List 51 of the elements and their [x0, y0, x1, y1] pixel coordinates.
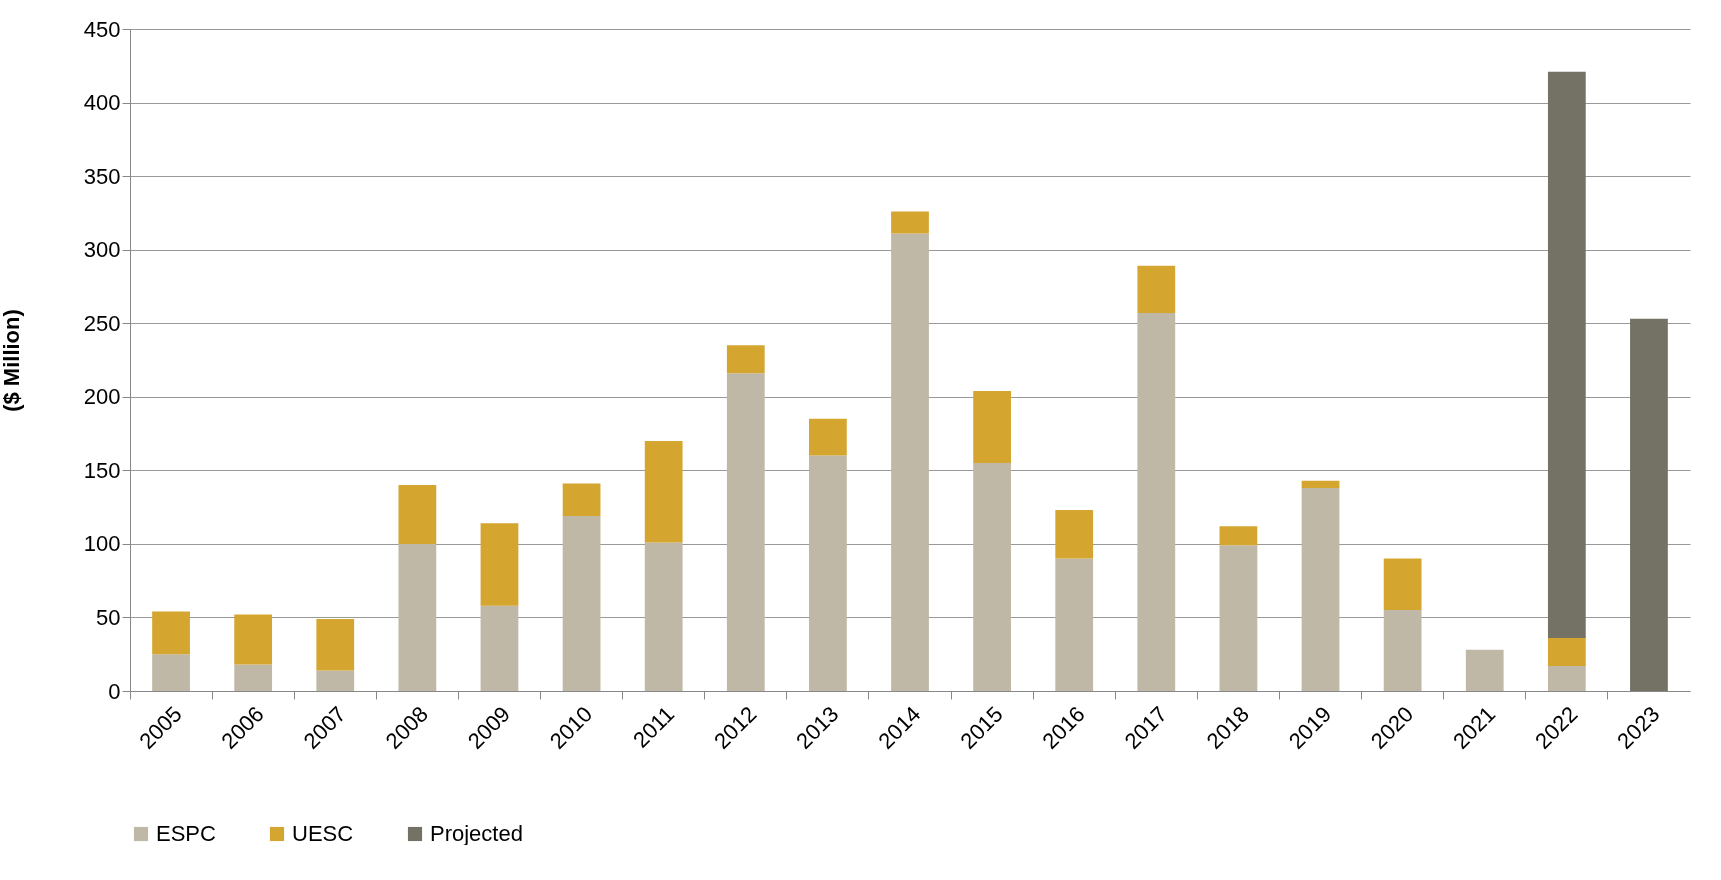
bar — [562, 483, 601, 516]
bar — [1547, 638, 1586, 666]
bar — [1465, 649, 1504, 691]
bar — [1137, 265, 1176, 313]
bar — [973, 390, 1011, 463]
bar — [809, 455, 847, 691]
legend-label: ESPC — [156, 821, 217, 846]
bar — [398, 485, 437, 544]
y-tick-label: 0 — [108, 678, 121, 704]
y-tick-label: 350 — [83, 163, 121, 189]
y-tick-label: 400 — [83, 90, 121, 116]
y-tick-label: 150 — [83, 457, 121, 483]
bar — [1137, 312, 1176, 691]
bar — [234, 664, 273, 691]
legend-label: UESC — [292, 821, 354, 846]
bar — [1055, 558, 1094, 691]
bar — [1219, 545, 1258, 691]
y-tick-label: 300 — [83, 237, 121, 263]
bar — [480, 605, 519, 691]
bar — [152, 611, 190, 655]
bar — [809, 418, 847, 456]
y-tick-label: 50 — [96, 604, 121, 630]
bar — [316, 618, 355, 671]
y-tick-label: 450 — [83, 16, 121, 42]
bar — [1301, 487, 1340, 691]
bar — [562, 515, 601, 691]
y-axis-title: ($ Million) — [0, 309, 24, 412]
bar — [891, 211, 929, 234]
bar — [398, 543, 437, 691]
bar — [726, 373, 765, 691]
bar — [891, 233, 929, 691]
bar — [1547, 665, 1586, 691]
bar — [1383, 610, 1422, 691]
bar — [234, 614, 273, 665]
legend-label: Projected — [430, 821, 523, 846]
bar — [726, 345, 765, 374]
bar — [480, 523, 519, 606]
bar — [1547, 71, 1586, 639]
bar — [973, 462, 1011, 691]
bar — [316, 670, 355, 691]
y-tick-label: 200 — [83, 384, 121, 410]
bar — [1630, 318, 1668, 691]
bar — [1383, 558, 1422, 611]
y-tick-label: 100 — [83, 531, 121, 557]
bar — [1219, 526, 1258, 546]
bar — [644, 542, 683, 691]
bar — [152, 654, 190, 691]
y-tick-label: 250 — [83, 310, 121, 336]
bar — [1055, 510, 1094, 559]
bar — [644, 440, 683, 543]
bar — [1301, 480, 1340, 488]
